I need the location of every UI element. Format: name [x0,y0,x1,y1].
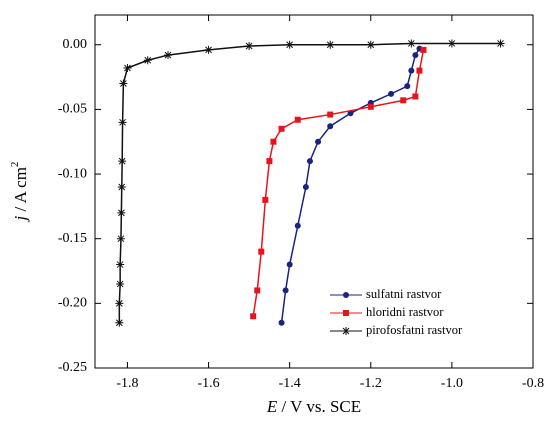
x-tick-label: -1.2 [360,376,382,391]
marker [412,52,419,59]
marker [302,183,309,190]
marker [258,248,265,255]
marker [262,196,269,203]
marker [343,310,349,316]
marker [404,83,411,90]
marker [408,67,415,74]
marker [250,313,257,320]
marker [412,93,419,100]
marker [294,222,301,229]
marker [347,110,354,117]
marker [315,138,322,145]
marker [245,42,254,51]
y-tick-label: -0.25 [58,360,87,375]
marker [254,287,261,294]
marker [326,40,335,49]
x-label-unit: / V vs. SCE [277,397,361,416]
marker [366,40,375,49]
y-tick-label: -0.05 [58,102,87,117]
marker [278,319,285,326]
plot-frame [94,14,534,369]
marker [343,292,349,298]
marker [342,327,350,335]
marker [143,56,152,65]
x-tick-label: -1.6 [197,376,219,391]
marker [282,287,289,294]
y-axis-label: j / A cm2 [9,162,30,223]
marker [266,158,273,165]
y-tick-label: -0.20 [58,296,87,311]
marker [119,79,128,88]
legend-label: pirofosfatni rastvor [366,323,463,337]
marker [117,208,126,217]
marker [118,157,127,166]
marker [306,158,313,165]
y-tick-label: -0.10 [58,166,87,181]
marker [327,123,334,130]
x-label-symbol: E [266,397,278,416]
y-tick-label: 0.00 [63,37,88,52]
marker [116,279,125,288]
marker [164,51,172,60]
marker [117,182,126,191]
marker [388,90,395,97]
legend-label: hloridni rastvor [366,305,444,319]
series-line [118,42,501,323]
x-tick-label: -1.0 [441,376,463,391]
marker [278,125,285,132]
marker [115,299,124,308]
y-tick-label: -0.15 [58,231,87,246]
marker [116,260,125,269]
marker [118,118,127,127]
legend-label: sulfatni rastvor [366,287,442,301]
x-tick-label: -0.8 [522,376,544,391]
series-line [280,48,421,323]
marker [416,67,423,74]
marker [123,64,132,73]
marker [327,111,334,118]
marker [447,39,456,48]
marker [270,138,277,145]
marker [204,45,213,54]
marker [294,116,301,123]
marker [400,97,407,104]
marker [285,40,294,49]
x-axis-label: E / V vs. SCE [266,397,361,416]
marker [116,234,125,243]
x-tick-label: -1.8 [116,376,138,391]
y-label-sup: 2 [9,162,21,168]
marker [496,39,505,48]
x-tick-label: -1.4 [279,376,301,391]
marker [420,46,427,53]
y-label-symbol: j [11,215,30,222]
marker [286,261,293,268]
marker [407,39,416,48]
marker [115,318,124,327]
marker [367,103,374,110]
y-label-unit: / A cm [11,167,30,216]
